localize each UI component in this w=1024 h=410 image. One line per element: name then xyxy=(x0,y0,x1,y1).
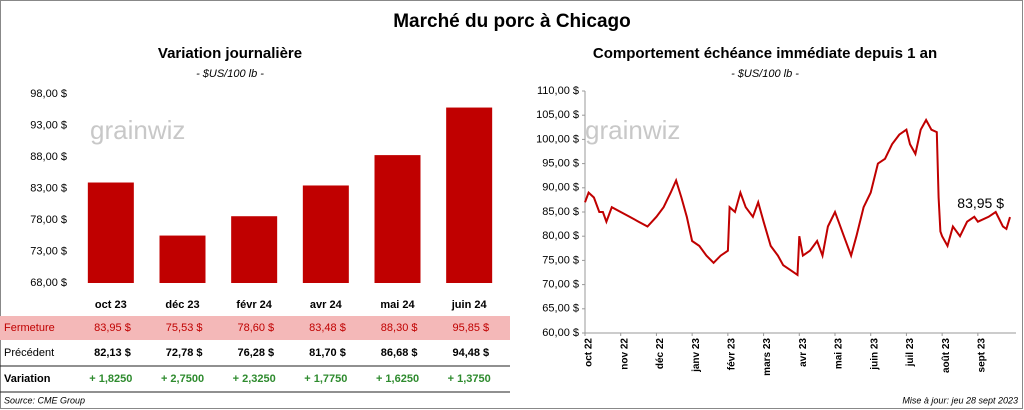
y-tick-label: 98,00 $ xyxy=(30,88,67,100)
y-tick-label: 105,00 $ xyxy=(536,109,579,121)
y-tick-label: 75,00 $ xyxy=(542,254,579,266)
x-tick-label: août 23 xyxy=(941,338,952,373)
x-tick-label: févr 24 xyxy=(236,299,272,311)
y-tick-label: 90,00 $ xyxy=(542,182,579,194)
x-tick-label: déc 22 xyxy=(655,338,666,370)
row-label: Variation xyxy=(4,373,51,385)
x-tick-label: févr 23 xyxy=(726,338,737,371)
table-cell: 76,28 $ xyxy=(237,347,274,359)
table-cell: 83,95 $ xyxy=(94,322,131,334)
x-tick-label: janv 23 xyxy=(691,338,702,373)
x-tick-label: mars 23 xyxy=(762,338,773,376)
x-tick-label: mai 23 xyxy=(834,338,845,370)
chart-title: Comportement échéance immédiate depuis 1… xyxy=(593,45,937,62)
table-cell: + 1,6250 xyxy=(376,373,419,385)
bar xyxy=(231,216,278,283)
x-tick-label: déc 23 xyxy=(165,299,199,311)
x-tick-label: avr 23 xyxy=(798,338,809,367)
y-tick-label: 83,00 $ xyxy=(30,182,67,194)
x-tick-label: juil 23 xyxy=(905,338,916,368)
updated: Mise à jour: jeu 28 sept 2023 xyxy=(902,395,1018,405)
chart-title: Variation journalière xyxy=(158,45,302,62)
table-cell: 78,60 $ xyxy=(237,322,274,334)
y-tick-label: 73,00 $ xyxy=(30,245,67,257)
table-cell: 88,30 $ xyxy=(381,322,418,334)
chart-subtitle: - $US/100 lb - xyxy=(731,68,799,80)
x-tick-label: juin 24 xyxy=(451,299,488,311)
table-cell: + 1,3750 xyxy=(448,373,491,385)
x-tick-label: sept 23 xyxy=(976,338,987,373)
table-cell: + 1,8250 xyxy=(89,373,132,385)
x-tick-label: mai 24 xyxy=(380,299,415,311)
table-cell: 83,48 $ xyxy=(309,322,346,334)
row-label: Fermeture xyxy=(4,322,55,334)
y-tick-label: 60,00 $ xyxy=(542,327,579,339)
bar xyxy=(302,185,349,283)
table-cell: + 2,3250 xyxy=(233,373,276,385)
bar xyxy=(87,182,134,283)
y-tick-label: 68,00 $ xyxy=(30,277,67,289)
x-tick-label: juin 23 xyxy=(869,338,880,371)
table-cell: 72,78 $ xyxy=(166,347,203,359)
x-tick-label: oct 23 xyxy=(95,299,127,311)
watermark: grainwiz xyxy=(90,115,185,145)
table-cell: 86,68 $ xyxy=(381,347,418,359)
chart-subtitle: - $US/100 lb - xyxy=(196,68,264,80)
y-tick-label: 93,00 $ xyxy=(30,119,67,131)
line xyxy=(584,117,1011,277)
table-cell: 75,53 $ xyxy=(166,322,203,334)
y-tick-label: 70,00 $ xyxy=(542,279,579,291)
watermark: grainwiz xyxy=(585,115,680,145)
x-tick-label: oct 22 xyxy=(584,338,595,367)
highlight-row xyxy=(0,316,510,340)
annotation: 83,95 $ xyxy=(957,195,1004,211)
y-tick-label: 110,00 $ xyxy=(537,85,579,97)
table-cell: 82,13 $ xyxy=(94,347,131,359)
table-cell: + 2,7500 xyxy=(161,373,204,385)
bar xyxy=(446,107,493,283)
y-tick-label: 80,00 $ xyxy=(542,230,579,242)
y-tick-label: 88,00 $ xyxy=(30,151,67,163)
bar xyxy=(374,155,421,283)
bar xyxy=(159,235,206,283)
y-tick-label: 100,00 $ xyxy=(536,133,579,145)
table-cell: 95,85 $ xyxy=(452,322,489,334)
source: Source: CME Group xyxy=(4,395,85,405)
row-label: Précédent xyxy=(4,347,54,359)
x-tick-label: avr 24 xyxy=(310,299,343,311)
x-tick-label: nov 22 xyxy=(619,338,630,370)
y-tick-label: 95,00 $ xyxy=(542,158,579,170)
y-tick-label: 78,00 $ xyxy=(30,214,67,226)
table-cell: + 1,7750 xyxy=(304,373,347,385)
y-tick-label: 65,00 $ xyxy=(542,303,579,315)
table-cell: 81,70 $ xyxy=(309,347,346,359)
y-tick-label: 85,00 $ xyxy=(542,206,579,218)
page-title: Marché du porc à Chicago xyxy=(393,11,631,32)
table-cell: 94,48 $ xyxy=(452,347,489,359)
